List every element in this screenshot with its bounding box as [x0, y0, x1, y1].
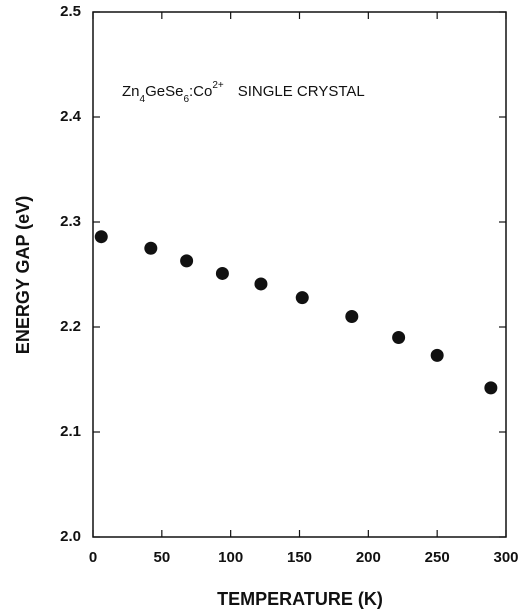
x-tick-label: 50: [153, 549, 170, 566]
annotation-part: 2+: [212, 80, 224, 91]
annotation-part: 4: [140, 94, 146, 105]
data-point: [345, 310, 359, 323]
annotation: Zn4GeSe6:Co2+ SINGLE CRYSTAL: [122, 80, 365, 105]
annotation-part: 6: [183, 94, 189, 105]
data-point: [392, 331, 406, 344]
data-point: [295, 291, 309, 305]
y-tick-label: 2.5: [60, 3, 81, 20]
annotation-part: Zn: [122, 83, 140, 100]
x-tick-label: 250: [425, 549, 450, 566]
y-axis-title: ENERGY GAP (eV): [13, 196, 33, 354]
x-tick-label: 150: [287, 549, 312, 566]
data-point: [180, 254, 194, 268]
annotation-part: GeSe: [145, 83, 183, 100]
data-point: [144, 241, 158, 255]
data-point: [484, 381, 498, 395]
y-tick-label: 2.2: [60, 318, 81, 335]
x-tick-label: 300: [493, 549, 518, 566]
x-tick-label: 100: [218, 549, 243, 566]
annotation-part: :Co: [189, 83, 212, 100]
y-tick-label: 2.1: [60, 423, 81, 440]
y-tick-label: 2.4: [60, 108, 82, 125]
y-tick-label: 2.3: [60, 213, 81, 230]
y-tick-label: 2.0: [60, 528, 81, 545]
annotation-part: SINGLE CRYSTAL: [238, 83, 365, 100]
x-tick-label: 0: [89, 549, 97, 566]
data-point: [254, 277, 268, 291]
x-axis-title: TEMPERATURE (K): [217, 589, 383, 609]
x-tick-label: 200: [356, 549, 381, 566]
data-point: [430, 348, 444, 362]
data-point: [215, 266, 229, 280]
data-point: [94, 230, 108, 244]
